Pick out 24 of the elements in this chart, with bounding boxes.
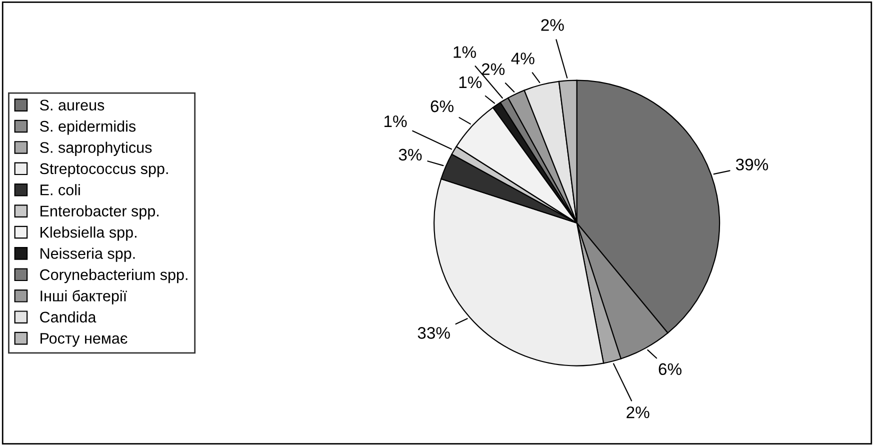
legend-label: Neisseria spp. <box>40 248 135 262</box>
legend-label: S. epidermidis <box>40 120 136 135</box>
legend-label: E. coli <box>40 184 80 196</box>
legend-label: S. aureus <box>40 100 104 111</box>
legend-label: Corynebacterium spp. <box>40 268 188 284</box>
data-label: 4% <box>511 52 534 64</box>
legend-label: Candida <box>40 311 96 323</box>
data-label: 2% <box>626 406 650 418</box>
data-label: 3% <box>398 148 422 161</box>
data-label: 33% <box>418 327 450 339</box>
legend-label: S. saprophyticus <box>40 142 152 156</box>
data-label: 1% <box>454 46 476 58</box>
legend-label: Інші бактерії <box>40 290 127 304</box>
data-label: 1% <box>384 115 407 128</box>
data-label: 2% <box>541 19 564 31</box>
data-label: 6% <box>658 363 682 376</box>
legend-label: Enterobacter spp. <box>40 205 158 220</box>
data-label: 2% <box>482 63 505 76</box>
legend-label: Klebsiella spp. <box>40 226 136 241</box>
data-label: 6% <box>430 100 454 112</box>
legend-label: Росту немає <box>40 333 128 347</box>
data-label: 1% <box>459 76 482 88</box>
legend-label: Streptococcus spp. <box>40 163 168 178</box>
data-label: 39% <box>736 158 768 170</box>
